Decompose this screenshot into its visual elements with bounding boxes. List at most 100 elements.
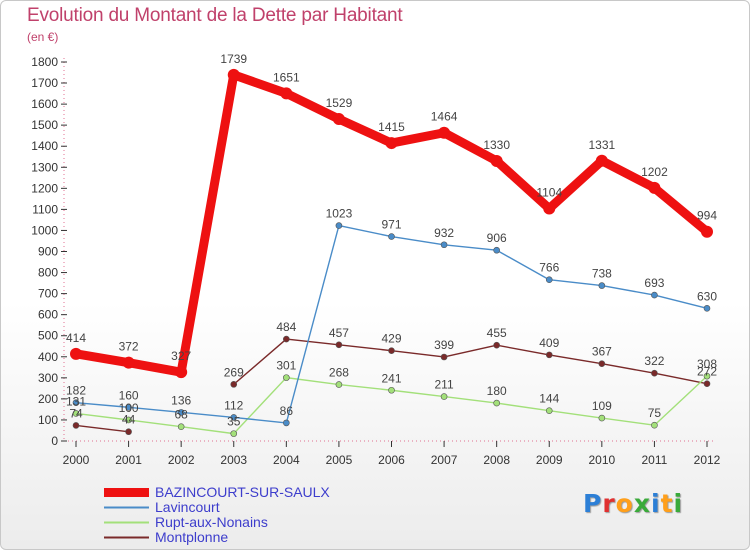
series-line-3 xyxy=(233,338,708,386)
data-labels: 414 372 327 1739 1651 1529 1415 1464 1330 1104 133… xyxy=(66,52,717,429)
y-tick-label: 100 xyxy=(38,413,58,427)
data-label-s2: 301 xyxy=(276,359,296,373)
data-label-s2: 211 xyxy=(435,378,454,392)
legend-label: Rupt-aux-Nonains xyxy=(155,514,268,530)
data-label-s3: 484 xyxy=(276,320,296,334)
logo-letter: o xyxy=(615,489,634,518)
data-point-s3 xyxy=(283,335,290,343)
legend-swatch xyxy=(104,488,149,497)
y-tick-label: 1100 xyxy=(32,202,58,216)
y-tick-label: 900 xyxy=(38,245,58,259)
proxiti-logo: Proxiti xyxy=(583,489,683,518)
y-tick-label: 1500 xyxy=(31,118,58,132)
data-point-s0 xyxy=(490,154,503,167)
legend-label: Lavincourt xyxy=(155,499,220,515)
y-tick-label: 500 xyxy=(38,329,58,343)
data-point-s2 xyxy=(388,386,395,394)
data-point-s3 xyxy=(598,360,606,368)
data-label-s3: 429 xyxy=(381,332,401,346)
y-tick-label: 600 xyxy=(38,308,58,322)
data-point-s1 xyxy=(230,414,238,421)
data-label-s1: 932 xyxy=(434,226,454,240)
x-tick-label: 2009 xyxy=(536,453,563,467)
data-label-s1: 738 xyxy=(592,267,612,281)
data-point-s0 xyxy=(122,356,135,369)
logo-letter: t xyxy=(660,489,674,518)
y-tick-label: 800 xyxy=(38,266,58,280)
data-point-s3 xyxy=(388,347,395,354)
data-point-s1 xyxy=(440,241,448,249)
data-point-s1 xyxy=(283,419,290,427)
data-label-s3: 457 xyxy=(329,326,349,340)
data-point-s0 xyxy=(543,202,556,215)
data-point-s3 xyxy=(651,369,658,377)
data-point-s2 xyxy=(335,381,343,388)
x-tick-label: 2003 xyxy=(220,453,247,467)
data-label-s1: 86 xyxy=(280,404,294,418)
data-point-s2 xyxy=(283,374,290,381)
data-point-s0 xyxy=(385,137,398,150)
data-label-s1: 971 xyxy=(381,218,401,232)
data-label-s1: 136 xyxy=(171,393,191,407)
data-label-s2: 109 xyxy=(592,399,612,413)
x-tick-label: 2002 xyxy=(168,453,195,467)
data-label-s2: 131 xyxy=(66,394,86,408)
legend-label: Montplonne xyxy=(155,529,229,545)
data-point-s2 xyxy=(651,421,658,429)
x-tick-label: 2000 xyxy=(63,453,90,467)
data-label-s3: 367 xyxy=(592,345,612,359)
data-point-s1 xyxy=(72,399,80,406)
y-tick-label: 1400 xyxy=(31,139,58,153)
legend-item: Lavincourt xyxy=(101,499,421,515)
data-label-s1: 182 xyxy=(66,384,86,398)
legend: BAZINCOURT-SUR-SAULX Lavincourt Rupt-aux-N… xyxy=(101,484,421,545)
data-point-s2 xyxy=(703,372,711,380)
y-tick-label: 1000 xyxy=(31,223,58,237)
y-tick-label: 0 xyxy=(51,434,58,448)
data-point-s3 xyxy=(72,422,80,429)
data-point-s1 xyxy=(651,291,658,299)
x-tick-label: 2012 xyxy=(694,453,721,467)
y-tick-label: 1200 xyxy=(31,181,58,195)
y-tick-label: 700 xyxy=(38,287,58,301)
data-label-s1: 160 xyxy=(119,388,139,402)
logo-letter: i xyxy=(651,489,661,518)
data-label-s2: 144 xyxy=(539,392,559,406)
x-tick-label: 2004 xyxy=(273,453,300,467)
data-label-s3: 44 xyxy=(122,413,136,427)
data-label-s1: 1023 xyxy=(326,207,353,221)
data-label-s2: 35 xyxy=(227,415,241,429)
logo-letter: P xyxy=(583,489,603,518)
data-point-s0 xyxy=(438,126,451,139)
logo-letter: x xyxy=(633,489,651,518)
data-point-s0 xyxy=(332,113,345,126)
data-label-s2: 180 xyxy=(487,384,507,398)
data-point-s1 xyxy=(335,222,343,229)
data-label-s2: 100 xyxy=(119,401,139,415)
data-point-s1 xyxy=(493,246,500,254)
data-label-s0: 327 xyxy=(171,349,191,363)
legend-swatch xyxy=(104,506,149,509)
logo-letter: r xyxy=(602,489,616,518)
logo-letter: i xyxy=(673,489,684,518)
data-point-s0 xyxy=(595,154,608,167)
series-line-3 xyxy=(75,424,130,433)
series-points xyxy=(70,68,713,437)
data-point-s2 xyxy=(72,410,80,417)
x-tick-label: 2006 xyxy=(378,453,405,467)
data-point-s3 xyxy=(545,351,553,359)
y-tick-label: 1300 xyxy=(31,160,58,174)
data-point-s3 xyxy=(230,381,238,388)
data-label-s0: 994 xyxy=(697,209,717,223)
data-label-s0: 1415 xyxy=(378,120,405,134)
data-label-s2: 268 xyxy=(329,366,349,380)
data-point-s0 xyxy=(70,347,82,360)
data-point-s1 xyxy=(598,282,606,289)
y-tick-label: 400 xyxy=(38,350,58,364)
data-label-s1: 906 xyxy=(487,231,507,245)
data-label-s1: 766 xyxy=(539,261,559,275)
data-point-s1 xyxy=(177,409,185,416)
y-tick-label: 300 xyxy=(38,371,58,385)
data-point-s0 xyxy=(280,87,293,100)
legend-label: BAZINCOURT-SUR-SAULX xyxy=(155,484,330,500)
